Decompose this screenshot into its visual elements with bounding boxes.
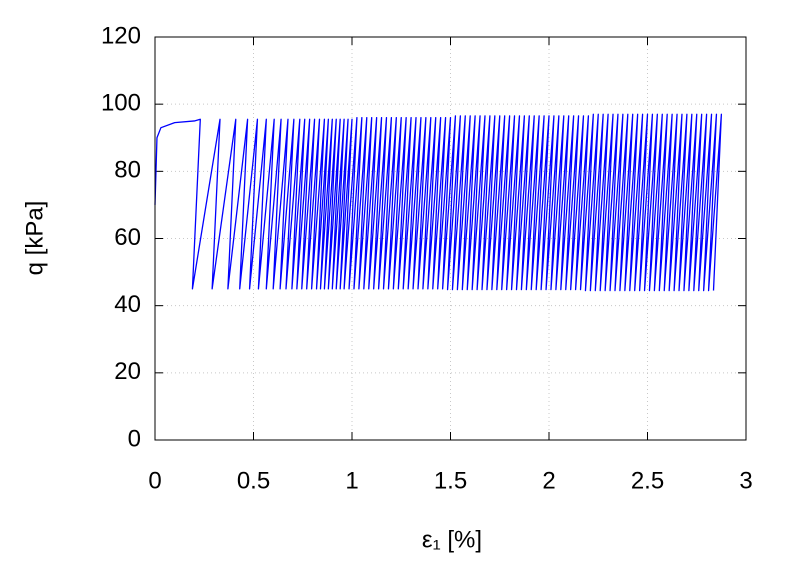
- x-tick-label: 0.5: [237, 467, 270, 494]
- plot-frame: [154, 36, 747, 441]
- y-tick-label: 60: [114, 224, 141, 251]
- x-tick-label: 1: [345, 467, 358, 494]
- y-tick-label: 0: [128, 425, 141, 452]
- y-tick-label: 40: [114, 291, 141, 318]
- y-axis-label: q [kPa]: [21, 201, 48, 276]
- x-tick-label: 1.5: [434, 467, 467, 494]
- y-tick-label: 80: [114, 157, 141, 184]
- x-axis-label: ε₁ [%]: [422, 526, 482, 553]
- data-line: [154, 113, 723, 292]
- y-tick-label: 100: [101, 90, 141, 117]
- y-tick-label: 120: [101, 22, 141, 49]
- x-tick-label: 2: [542, 467, 555, 494]
- x-tick-label: 0: [148, 467, 161, 494]
- x-tick-label: 2.5: [631, 467, 664, 494]
- x-tick-label: 3: [739, 467, 752, 494]
- y-tick-label: 20: [114, 358, 141, 385]
